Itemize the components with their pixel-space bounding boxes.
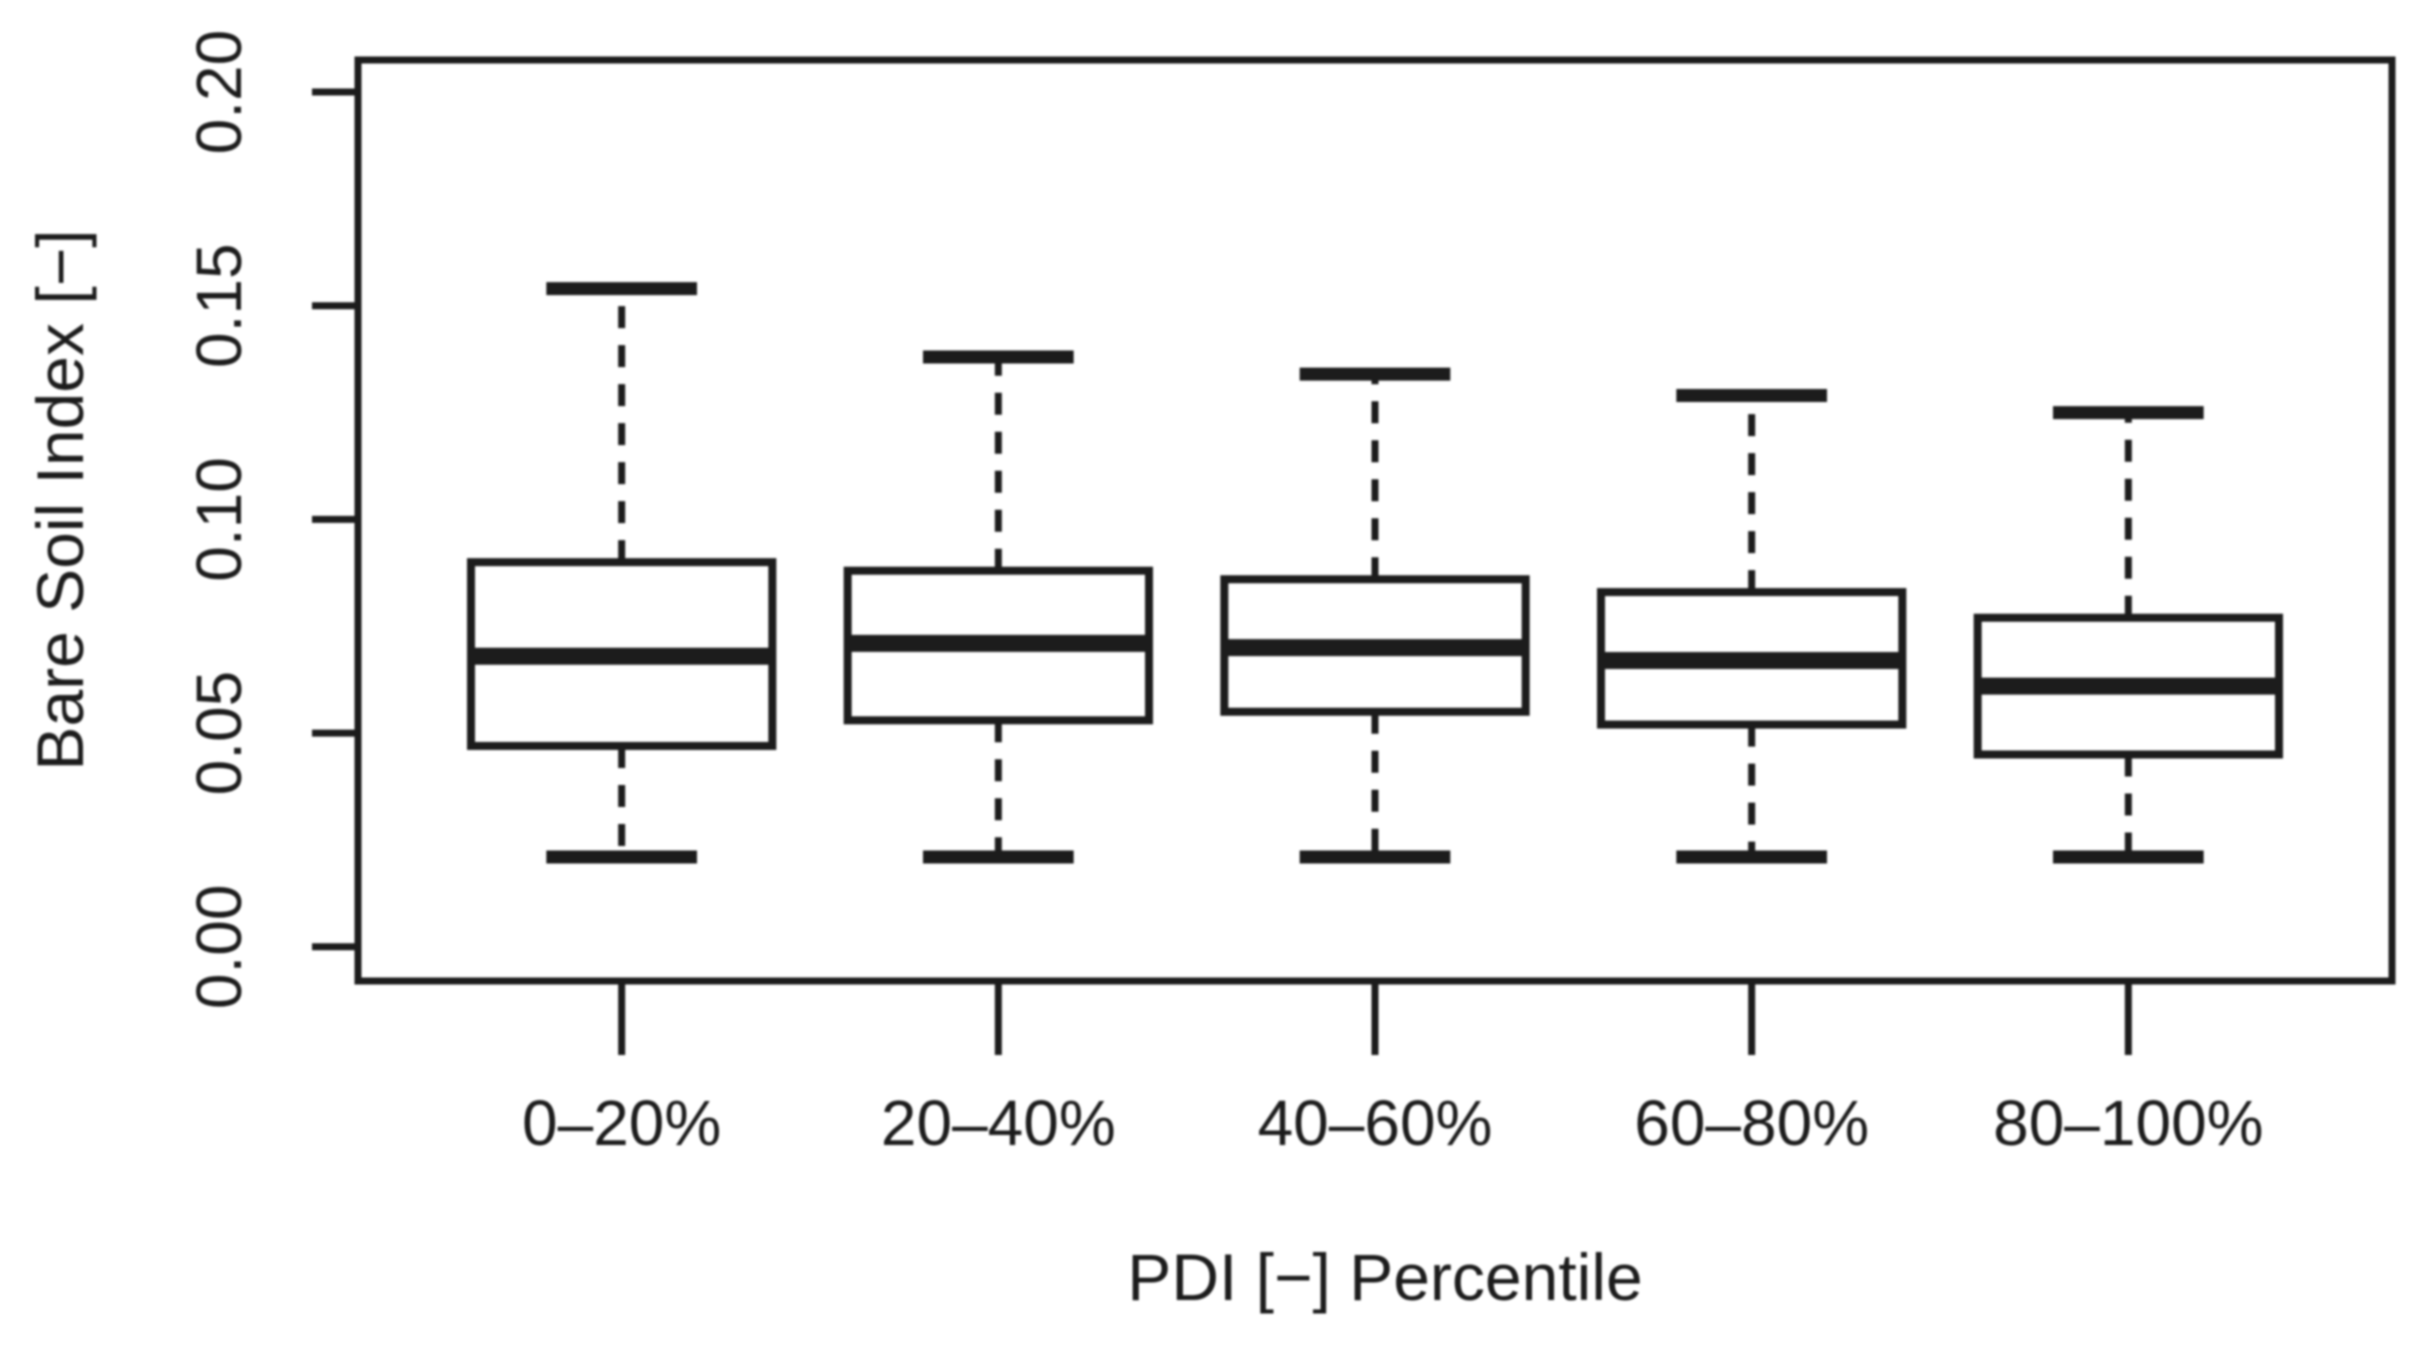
x-axis-title: PDI [−] Percentile (1127, 1240, 1643, 1314)
x-tick-label: 60–80% (1634, 1087, 1869, 1159)
y-tick-label: 0.20 (183, 30, 255, 155)
x-tick-label: 20–40% (881, 1087, 1116, 1159)
y-tick-label: 0.15 (183, 243, 255, 368)
y-tick-label: 0.00 (183, 885, 255, 1010)
x-tick-label: 0–20% (522, 1087, 721, 1159)
y-axis-title: Bare Soil Index [−] (23, 229, 97, 771)
x-tick-label: 80–100% (1993, 1087, 2263, 1159)
x-tick-label: 40–60% (1258, 1087, 1493, 1159)
y-tick-label: 0.10 (183, 457, 255, 582)
y-tick-label: 0.05 (183, 671, 255, 796)
